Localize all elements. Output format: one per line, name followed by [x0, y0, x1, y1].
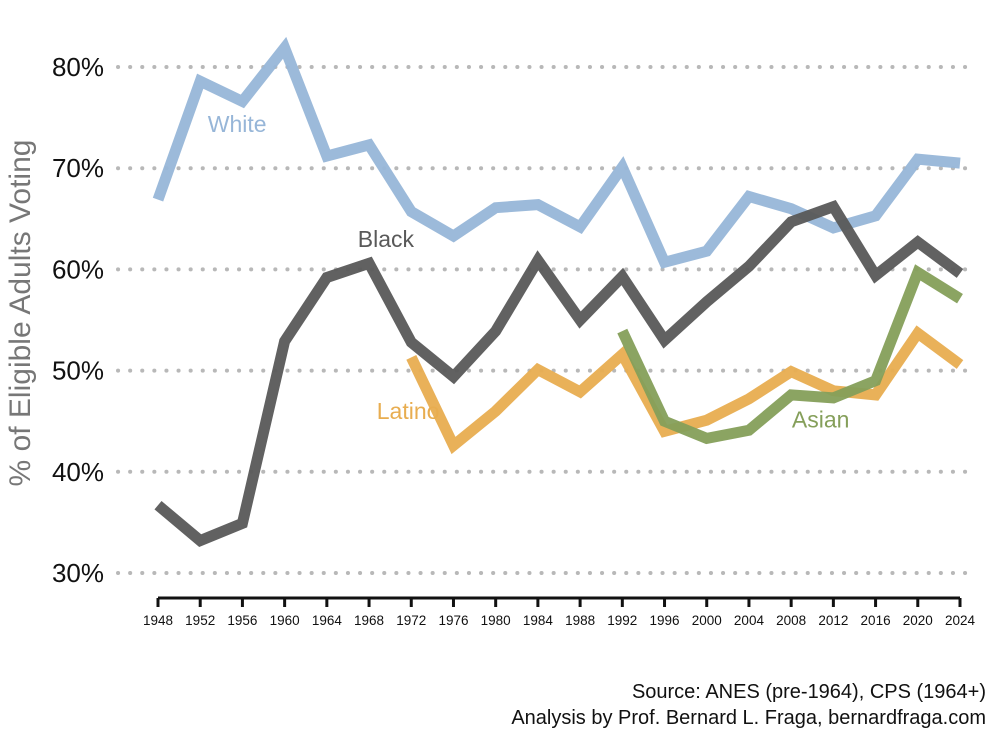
x-tick-label: 2000	[692, 613, 722, 628]
series-line-black	[154, 200, 964, 547]
x-tick-label: 2024	[945, 613, 976, 628]
source-note: Source: ANES (pre-1964), CPS (1964+)	[631, 681, 986, 703]
x-tick-label: 1968	[354, 613, 384, 628]
y-tick-label: 60%	[52, 254, 104, 284]
x-tick-label: 1960	[270, 613, 300, 628]
y-tick-label: 50%	[52, 356, 104, 386]
series-labels: White Black Latino Asian	[208, 111, 850, 433]
y-axis-ticks: 30% 40% 50% 60% 70% 80%	[52, 52, 104, 588]
x-axis-ticks: 1948 1952 1956 1960 1964 1968 1972 1976 1980 1984…	[143, 598, 976, 628]
x-tick-label: 2012	[818, 613, 848, 628]
x-tick-label: 2020	[903, 613, 933, 628]
x-tick-label: 1988	[565, 613, 595, 628]
x-tick-label: 1972	[396, 613, 426, 628]
x-tick-label: 2004	[734, 613, 765, 628]
series-label-black: Black	[358, 226, 415, 252]
x-tick-label: 1996	[650, 613, 680, 628]
gridlines	[116, 65, 977, 575]
x-tick-label: 1948	[143, 613, 173, 628]
attribution-note: Analysis by Prof. Bernard L. Fraga, bern…	[511, 707, 986, 729]
y-axis-label: % of Eligible Adults Voting	[4, 140, 37, 487]
y-tick-label: 40%	[52, 457, 104, 487]
y-tick-label: 80%	[52, 52, 104, 82]
x-tick-label: 1992	[607, 613, 637, 628]
x-tick-label: 1980	[481, 613, 511, 628]
x-tick-label: 2016	[861, 613, 891, 628]
series-label-white: White	[208, 111, 267, 137]
x-tick-label: 1984	[523, 613, 554, 628]
x-tick-label: 1956	[227, 613, 257, 628]
x-tick-label: 1964	[312, 613, 343, 628]
x-tick-label: 1952	[185, 613, 215, 628]
series-label-asian: Asian	[792, 406, 850, 432]
series-lines	[152, 36, 964, 547]
series-line-asian	[617, 264, 963, 445]
x-tick-label: 2008	[776, 613, 806, 628]
y-tick-label: 30%	[52, 558, 104, 588]
series-label-latino: Latino	[377, 398, 440, 424]
series-line-white	[152, 36, 961, 269]
x-tick-label: 1976	[438, 613, 468, 628]
y-tick-label: 70%	[52, 153, 104, 183]
